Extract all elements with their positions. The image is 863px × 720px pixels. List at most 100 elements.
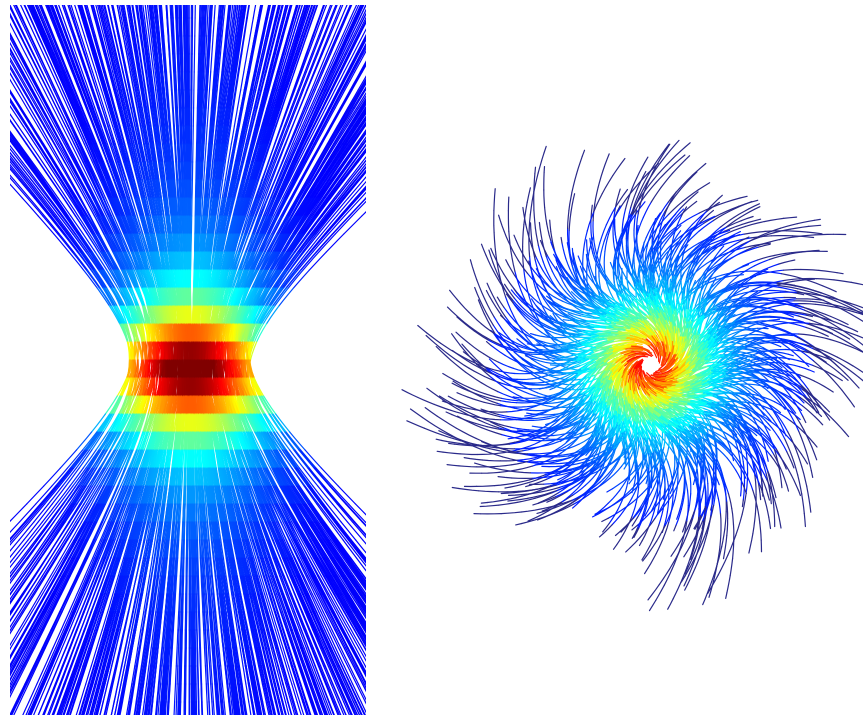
field-line bbox=[228, 179, 234, 199]
field-line bbox=[163, 701, 166, 715]
field-line bbox=[10, 137, 15, 145]
field-line bbox=[82, 215, 95, 235]
field-line bbox=[158, 5, 161, 19]
field-line bbox=[310, 5, 316, 19]
field-line bbox=[290, 701, 296, 715]
field-line bbox=[258, 179, 267, 199]
field-line bbox=[303, 17, 311, 37]
field-line bbox=[352, 683, 362, 703]
field-line bbox=[272, 17, 278, 37]
field-line bbox=[71, 17, 79, 37]
field-line bbox=[359, 116, 366, 127]
field-line bbox=[296, 539, 307, 559]
field-line bbox=[10, 100, 15, 109]
field-line bbox=[310, 701, 317, 715]
field-line bbox=[92, 611, 100, 631]
field-line bbox=[100, 467, 112, 487]
field-line bbox=[319, 17, 328, 37]
field-line bbox=[68, 161, 80, 181]
field-line bbox=[17, 71, 29, 91]
field-line bbox=[315, 197, 330, 217]
field-line bbox=[308, 539, 321, 559]
field-line bbox=[279, 215, 291, 235]
field-line bbox=[290, 179, 301, 199]
field-line bbox=[42, 17, 52, 37]
field-line bbox=[90, 413, 107, 433]
field-line bbox=[118, 71, 125, 91]
field-line bbox=[244, 593, 250, 613]
field-line bbox=[112, 251, 123, 271]
field-line bbox=[347, 575, 362, 595]
field-line bbox=[178, 5, 180, 19]
field-line bbox=[132, 467, 141, 487]
field-line bbox=[63, 503, 76, 523]
field-line bbox=[34, 143, 48, 163]
field-line bbox=[114, 35, 120, 55]
field-line bbox=[37, 215, 55, 235]
field-line bbox=[210, 53, 213, 73]
field-line bbox=[247, 521, 254, 541]
field-line bbox=[70, 521, 83, 541]
field-line bbox=[355, 557, 366, 572]
field-line bbox=[353, 107, 366, 127]
field-line bbox=[279, 269, 294, 289]
field-line bbox=[229, 503, 235, 523]
field-line bbox=[145, 683, 149, 703]
field-line bbox=[218, 593, 222, 613]
field-line bbox=[271, 17, 277, 37]
field-line bbox=[258, 215, 268, 235]
field-line bbox=[176, 665, 179, 685]
field-line bbox=[307, 467, 323, 487]
field-line bbox=[179, 593, 181, 613]
field-line bbox=[64, 539, 76, 559]
field-line bbox=[159, 17, 163, 37]
field-line bbox=[341, 161, 357, 181]
field-line bbox=[204, 143, 207, 163]
field-line bbox=[140, 557, 146, 577]
field-line bbox=[219, 5, 223, 19]
field-line bbox=[123, 89, 130, 109]
field-line bbox=[78, 665, 86, 685]
field-line bbox=[282, 269, 299, 289]
field-line bbox=[102, 251, 114, 271]
field-line bbox=[293, 557, 303, 577]
field-line bbox=[202, 557, 205, 577]
field-line bbox=[285, 71, 294, 91]
field-line bbox=[218, 5, 222, 19]
field-line bbox=[10, 629, 20, 647]
field-line bbox=[203, 575, 206, 595]
field-line bbox=[26, 485, 45, 505]
field-line bbox=[330, 593, 342, 613]
field-line bbox=[228, 5, 232, 19]
field-line bbox=[27, 89, 40, 109]
field-line bbox=[157, 539, 161, 559]
field-line bbox=[214, 53, 218, 73]
field-line bbox=[203, 161, 206, 181]
field-line bbox=[10, 64, 15, 73]
field-line bbox=[147, 251, 155, 271]
field-line bbox=[312, 17, 321, 37]
field-line bbox=[210, 107, 214, 127]
field-line bbox=[199, 233, 203, 253]
field-line bbox=[207, 143, 211, 163]
field-line bbox=[80, 647, 88, 667]
field-line bbox=[29, 593, 41, 613]
field-line bbox=[305, 647, 314, 667]
field-line bbox=[300, 503, 314, 523]
field-line bbox=[360, 593, 366, 603]
field-line bbox=[319, 5, 326, 19]
field-line bbox=[114, 53, 121, 73]
field-line bbox=[103, 35, 109, 55]
field-line bbox=[181, 197, 184, 217]
field-line bbox=[175, 467, 178, 487]
field-line bbox=[170, 431, 174, 451]
field-line bbox=[127, 107, 133, 127]
field-line bbox=[242, 629, 247, 649]
field-line bbox=[265, 305, 280, 325]
field-line bbox=[292, 251, 308, 271]
field-line bbox=[219, 413, 225, 433]
field-line bbox=[180, 53, 183, 73]
field-line bbox=[230, 701, 234, 715]
field-line bbox=[126, 89, 132, 109]
